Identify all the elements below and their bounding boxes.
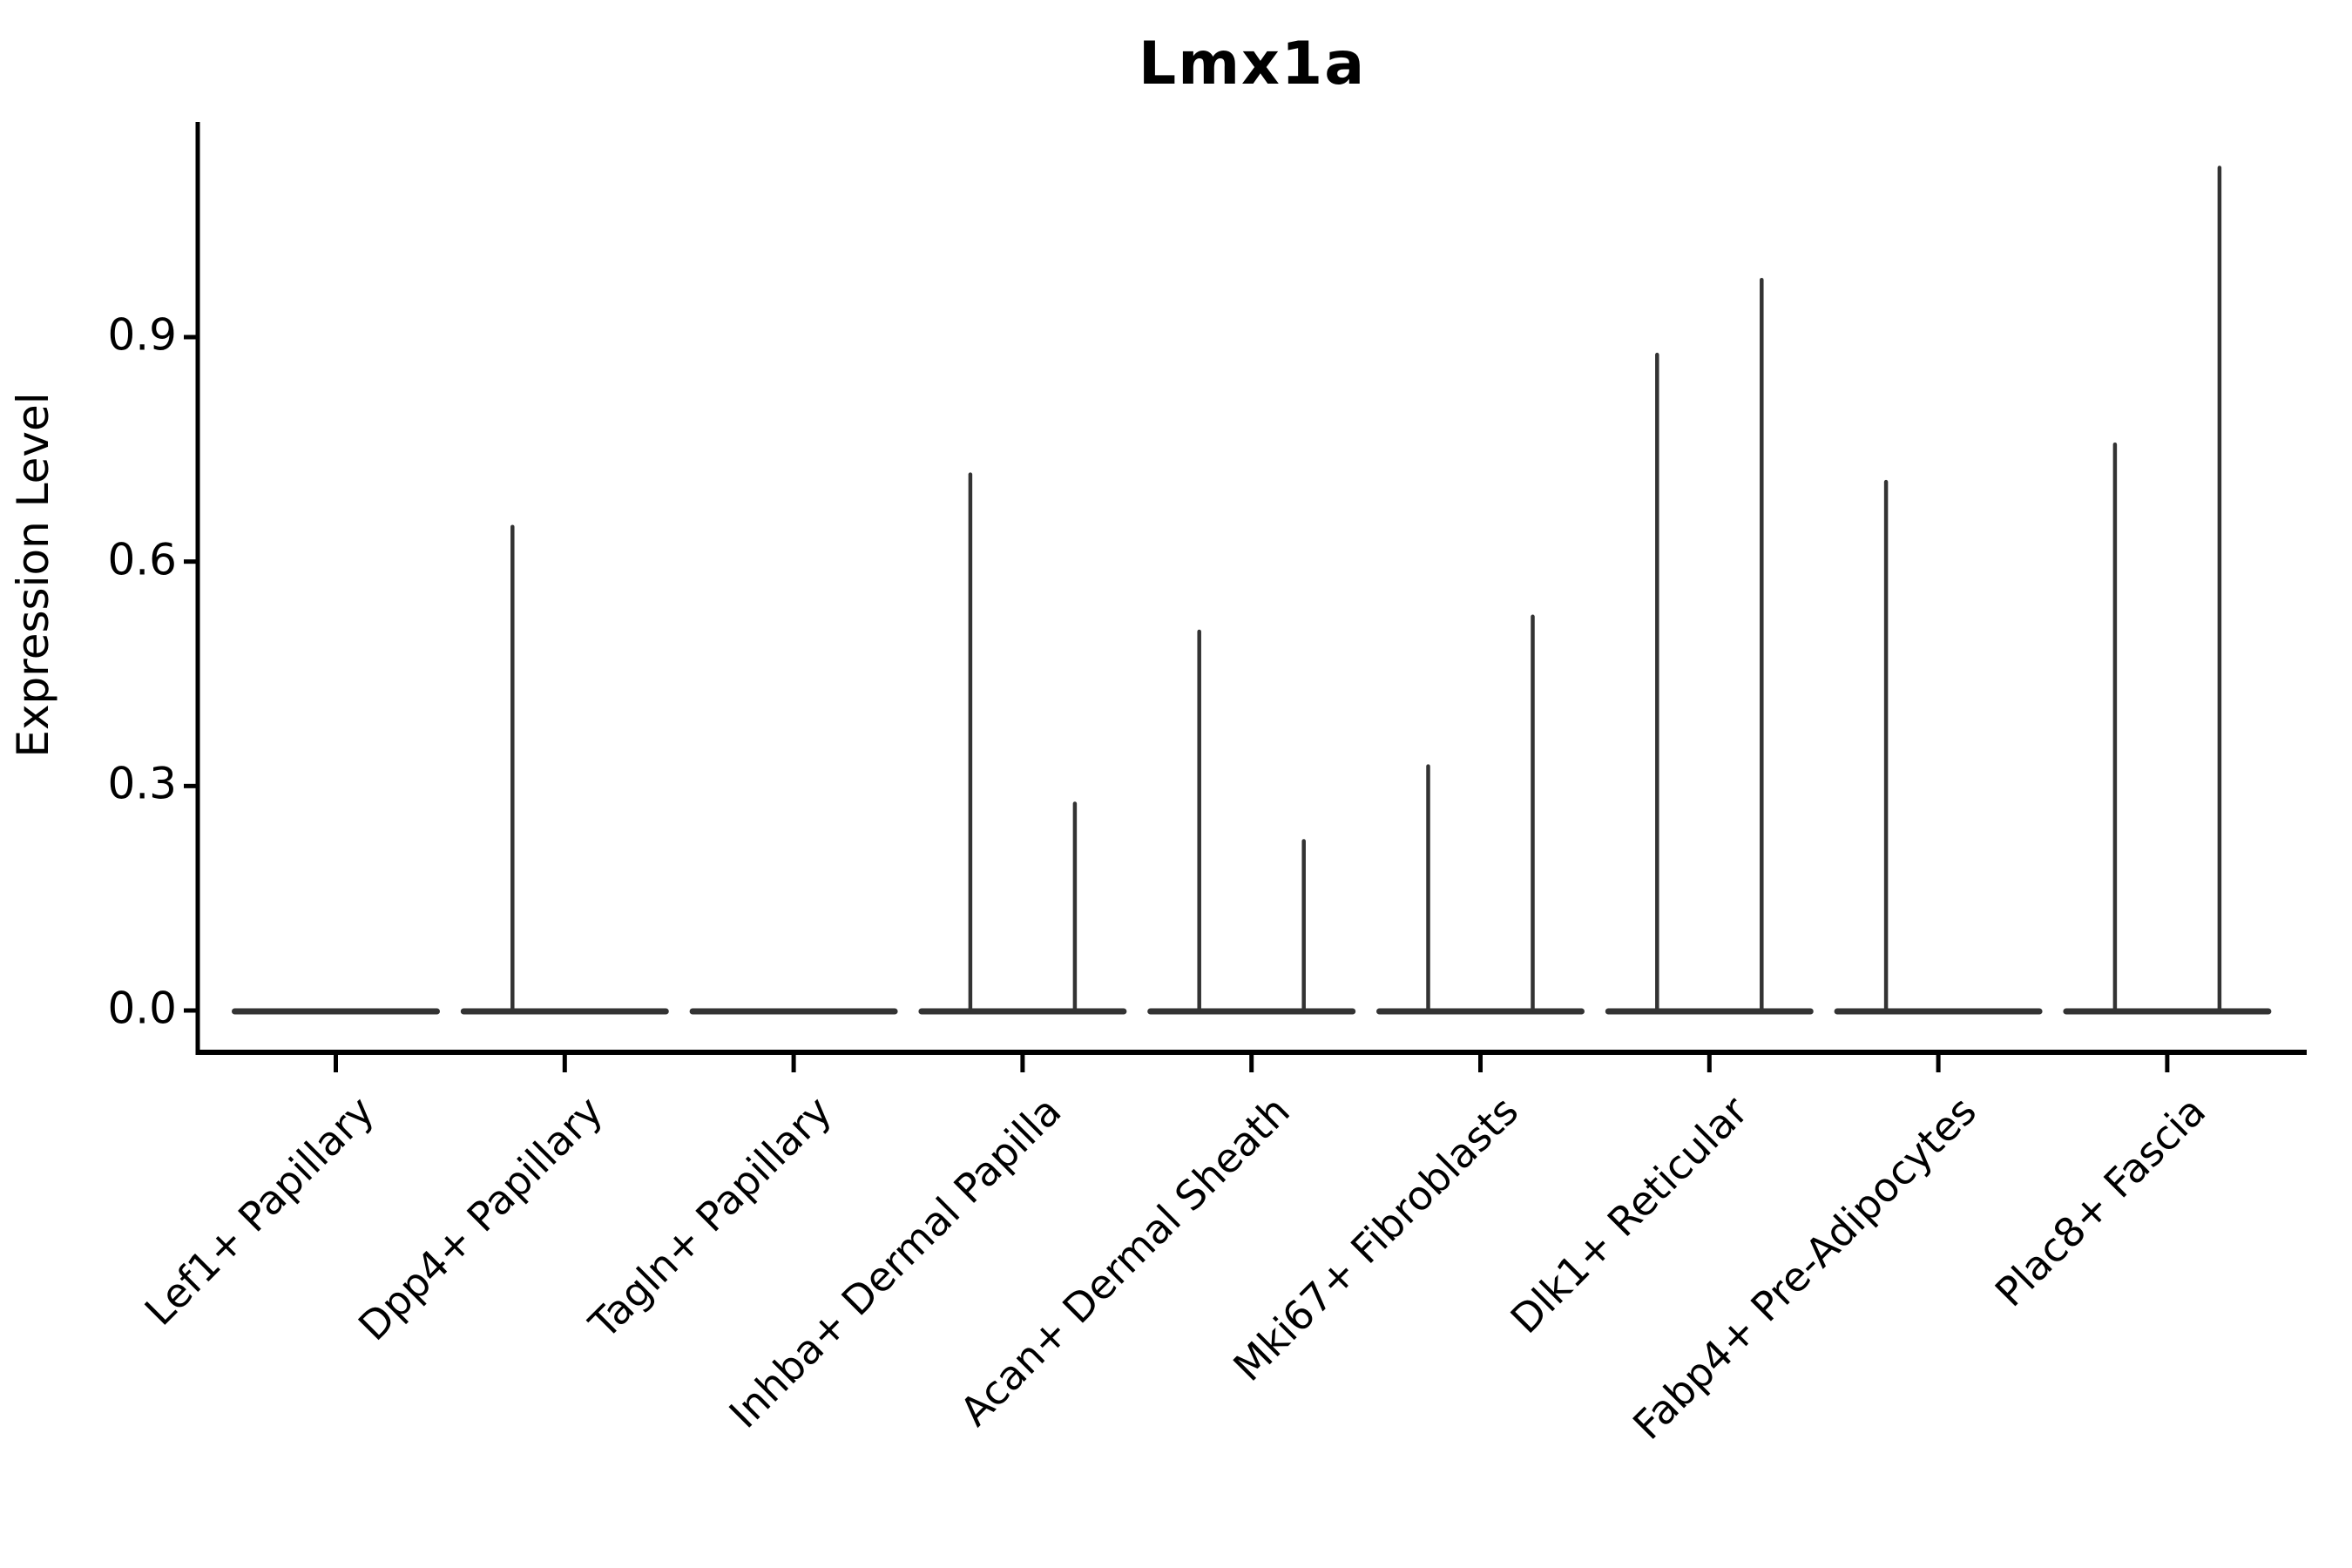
y-tick-label: 0.6 — [107, 534, 177, 585]
y-tick-label: 0.0 — [107, 983, 177, 1034]
y-tick-label: 0.3 — [107, 759, 177, 810]
chart-title: Lmx1a — [1138, 30, 1367, 98]
y-tick-label: 0.9 — [107, 309, 177, 361]
